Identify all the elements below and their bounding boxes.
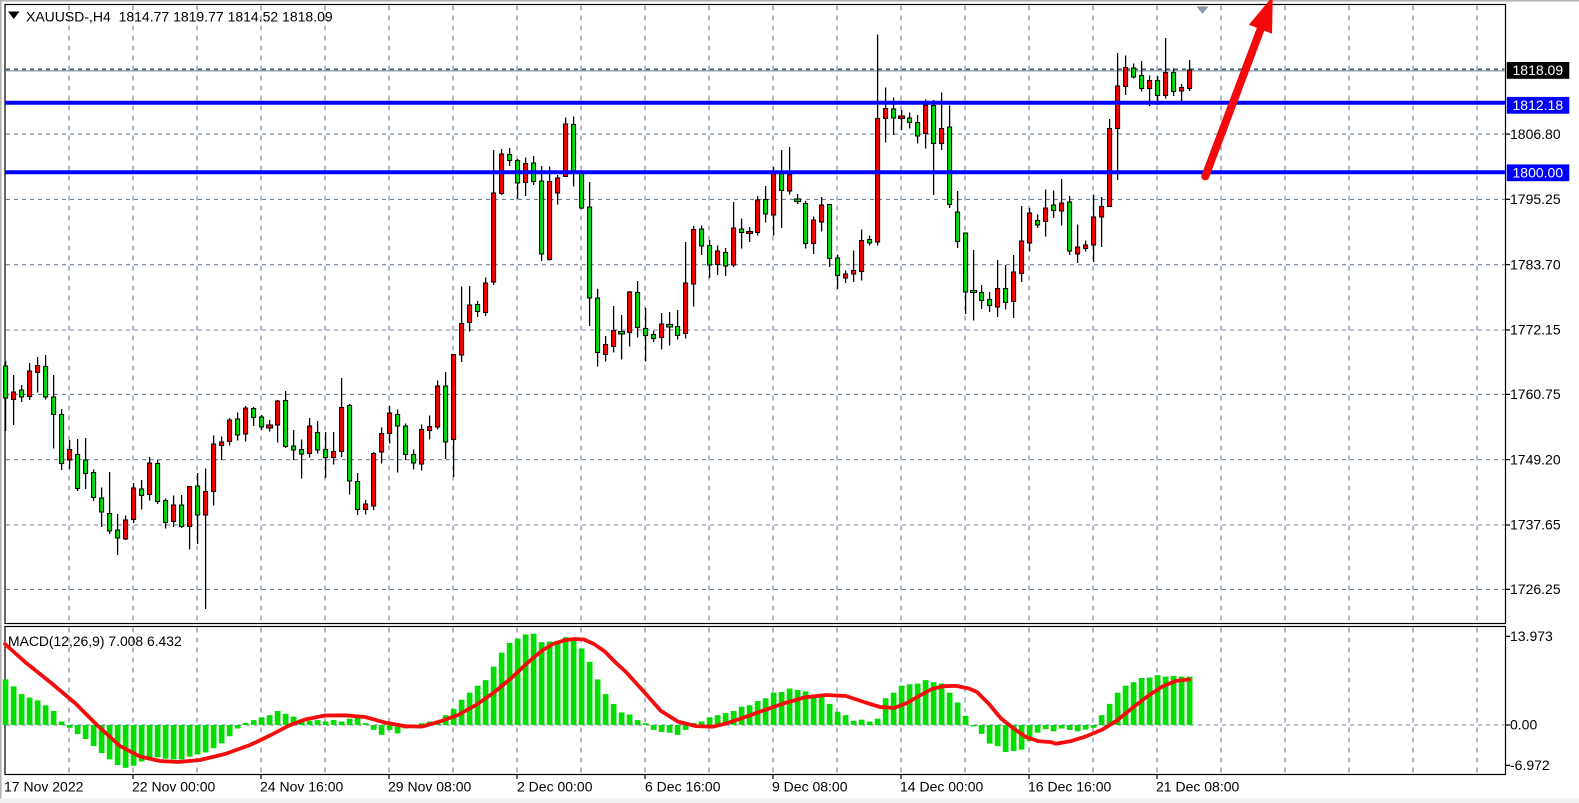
svg-text:22 Nov 00:00: 22 Nov 00:00 (132, 779, 215, 795)
svg-text:1812.18: 1812.18 (1513, 97, 1564, 113)
svg-text:6 Dec 16:00: 6 Dec 16:00 (645, 779, 721, 795)
svg-text:1772.15: 1772.15 (1510, 322, 1561, 338)
svg-text:17 Nov 2022: 17 Nov 2022 (4, 779, 84, 795)
svg-text:1783.70: 1783.70 (1510, 256, 1561, 272)
svg-text:9 Dec 08:00: 9 Dec 08:00 (772, 779, 848, 795)
svg-text:2 Dec 00:00: 2 Dec 00:00 (517, 779, 593, 795)
svg-text:1818.09: 1818.09 (1513, 62, 1564, 78)
svg-text:21 Dec 08:00: 21 Dec 08:00 (1156, 779, 1239, 795)
svg-text:24 Nov 16:00: 24 Nov 16:00 (260, 779, 343, 795)
svg-text:1800.00: 1800.00 (1513, 165, 1564, 181)
svg-text:1760.75: 1760.75 (1510, 386, 1561, 402)
svg-text:1795.25: 1795.25 (1510, 191, 1561, 207)
svg-text:-6.972: -6.972 (1510, 757, 1550, 773)
svg-text:16 Dec 16:00: 16 Dec 16:00 (1028, 779, 1111, 795)
svg-text:13.973: 13.973 (1510, 628, 1553, 644)
svg-text:29 Nov 08:00: 29 Nov 08:00 (388, 779, 471, 795)
svg-text:14 Dec 00:00: 14 Dec 00:00 (900, 779, 983, 795)
svg-text:1806.80: 1806.80 (1510, 126, 1561, 142)
svg-text:1726.25: 1726.25 (1510, 581, 1561, 597)
svg-text:1737.65: 1737.65 (1510, 517, 1561, 533)
svg-text:0.00: 0.00 (1510, 717, 1537, 733)
svg-text:1749.20: 1749.20 (1510, 451, 1561, 467)
svg-text:MACD(12,26,9) 7.008 6.432: MACD(12,26,9) 7.008 6.432 (8, 633, 182, 649)
svg-text:XAUUSD-,H4 1814.77 1819.77 18: XAUUSD-,H4 1814.77 1819.77 1814.52 1818.… (26, 9, 333, 25)
